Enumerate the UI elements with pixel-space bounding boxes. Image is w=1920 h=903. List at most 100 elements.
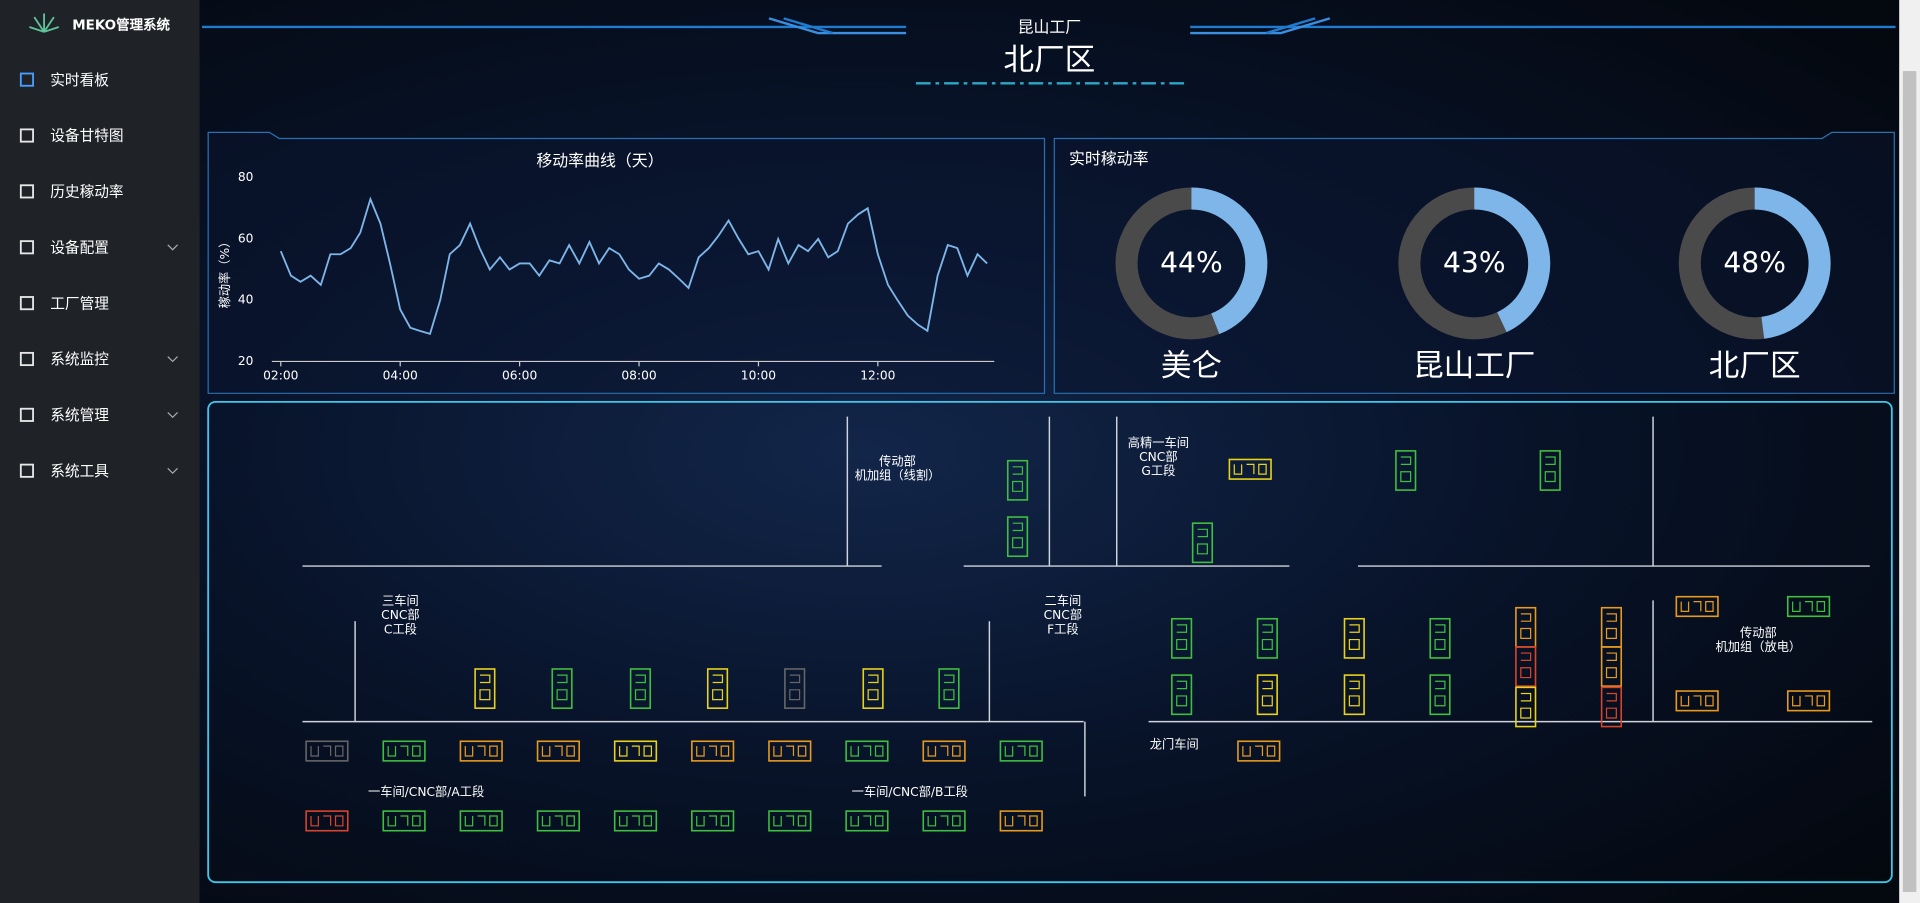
machine-detail (387, 745, 421, 757)
menu-label[interactable]: 工厂管理 (50, 295, 109, 312)
x-tick-label: 08:00 (621, 369, 656, 383)
machine-detail (464, 815, 498, 827)
menu-label[interactable]: 历史稼动率 (50, 184, 123, 201)
machine-detail (1261, 624, 1273, 650)
machine-detail (1400, 456, 1412, 483)
donut-arc (1754, 187, 1831, 339)
machine-detail (1680, 695, 1714, 707)
machine-detail (789, 674, 801, 701)
menu-chevron (167, 356, 178, 363)
machine (922, 810, 966, 832)
x-tick-label: 12:00 (860, 369, 895, 383)
machine (536, 740, 580, 762)
donut-arc (1191, 187, 1268, 335)
machine (999, 810, 1043, 832)
machine-detail (1242, 745, 1276, 757)
machine (305, 810, 349, 832)
area-label: 机加组（放电） (1716, 639, 1802, 654)
header-title: 北厂区 (1003, 43, 1095, 78)
donut-name: 昆山工厂 (1413, 349, 1535, 384)
machine-detail (1012, 466, 1024, 492)
machine-detail (618, 815, 653, 827)
menu-label[interactable]: 设备配置 (50, 239, 109, 256)
machine (1191, 522, 1214, 564)
machine (613, 740, 658, 762)
area-label: CNC部 (1044, 607, 1082, 622)
floor-panel (207, 400, 1893, 884)
machine-detail (1520, 613, 1532, 639)
machine-detail (1261, 680, 1273, 707)
machine-detail (1176, 680, 1188, 707)
brand-logo (29, 13, 60, 33)
machine (691, 740, 735, 762)
menu-chevron (167, 244, 178, 251)
menu-label[interactable]: 系统监控 (50, 351, 109, 368)
area-label: F工段 (1047, 621, 1079, 636)
machine-detail (310, 745, 344, 757)
machine (1515, 646, 1537, 687)
machine-detail (1196, 528, 1208, 555)
menu-icon (19, 184, 34, 199)
machine-detail (773, 745, 807, 757)
machine (1539, 450, 1561, 491)
brand-name: MEKO管理系统 (72, 17, 170, 34)
menu-icon (19, 240, 34, 255)
machine (1006, 516, 1029, 558)
donut-name: 北厂区 (1709, 349, 1801, 384)
machine (1171, 617, 1193, 659)
machine-detail (1348, 680, 1360, 707)
machine-detail (1605, 652, 1617, 679)
machine (1256, 617, 1278, 659)
donut-name: 美仑 (1161, 349, 1222, 384)
header-decoration (202, 17, 1896, 85)
machine-detail (712, 674, 724, 701)
y-tick-label: 40 (238, 293, 254, 307)
machine-detail (310, 815, 344, 827)
menu-icon (19, 128, 34, 143)
menu-chevron (167, 411, 178, 419)
machine-detail (634, 674, 646, 701)
machine-detail (850, 745, 884, 757)
x-tick-label: 10:00 (741, 369, 776, 383)
menu-label[interactable]: 设备甘特图 (50, 128, 123, 145)
area-label: 三车间 (382, 593, 419, 608)
area-label: 高精一车间 (1128, 435, 1189, 450)
machine-detail (1176, 624, 1188, 650)
machine-detail (927, 745, 961, 757)
machine (536, 810, 580, 832)
machine-detail (1605, 613, 1617, 639)
y-tick-label: 60 (238, 231, 254, 245)
machine-detail (1792, 695, 1826, 707)
machine (845, 810, 889, 832)
y-tick-label: 80 (238, 170, 254, 184)
machine-detail (1434, 624, 1446, 650)
machine (938, 668, 960, 709)
machine (1600, 686, 1623, 728)
area-label: CNC部 (381, 607, 419, 622)
machine-detail (1004, 745, 1038, 757)
machine-detail (1544, 456, 1556, 483)
scrollbar-thumb[interactable] (1902, 71, 1917, 892)
x-tick-label: 04:00 (383, 369, 418, 383)
sidebar (0, 0, 200, 903)
machine-detail (850, 815, 884, 827)
menu-label[interactable]: 系统工具 (50, 463, 109, 480)
donut-value: 48% (1723, 247, 1786, 280)
machine (862, 668, 884, 709)
machine (1675, 595, 1719, 618)
machine (382, 740, 426, 762)
machine-detail (773, 815, 807, 827)
machine-detail (541, 745, 575, 757)
machine (784, 668, 806, 709)
machine-detail (387, 815, 421, 827)
menu-label[interactable]: 实时看板 (50, 71, 109, 89)
machine (551, 668, 573, 709)
machine (474, 668, 496, 709)
area-label: CNC部 (1139, 449, 1177, 464)
menu-label[interactable]: 系统管理 (50, 407, 109, 424)
donut-value: 44% (1160, 247, 1223, 280)
machine-detail (1792, 600, 1826, 613)
machine-detail (1434, 680, 1446, 707)
